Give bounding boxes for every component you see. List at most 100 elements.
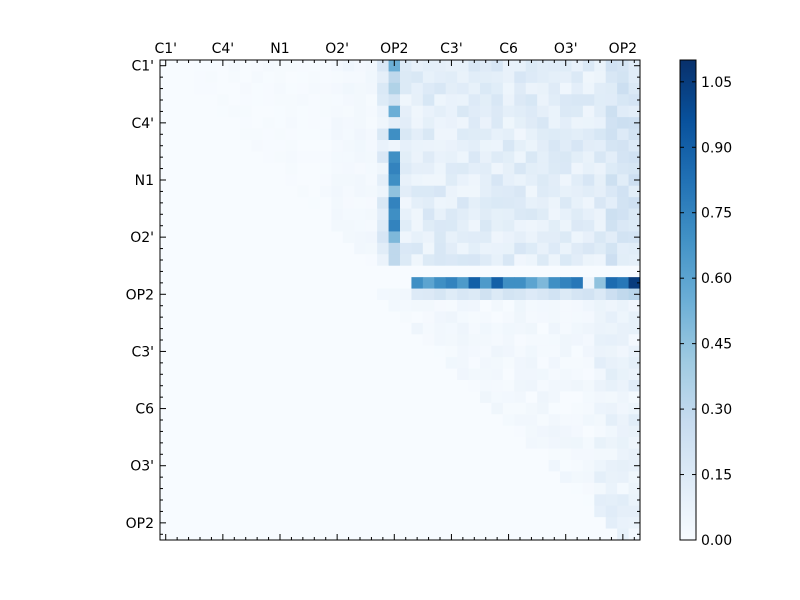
heatmap-cell — [514, 368, 527, 381]
heatmap-cell — [365, 60, 378, 72]
heatmap-cell — [228, 528, 241, 541]
heatmap-cell — [182, 71, 195, 84]
heatmap-cell — [468, 231, 481, 244]
heatmap-cell — [468, 517, 481, 529]
heatmap-cell — [445, 357, 458, 369]
heatmap-cell — [320, 391, 332, 404]
heatmap-cell — [274, 254, 287, 267]
heatmap-cell — [582, 94, 595, 107]
heatmap-cell — [251, 82, 264, 95]
heatmap-cell — [617, 368, 629, 381]
heatmap-cell — [217, 322, 229, 335]
heatmap-cell — [480, 528, 492, 541]
heatmap-cell — [537, 197, 549, 209]
heatmap-cell — [308, 105, 321, 118]
heatmap-cell — [571, 505, 584, 518]
heatmap-cell — [525, 151, 538, 164]
heatmap-cell — [537, 380, 549, 392]
heatmap-cell — [320, 300, 332, 312]
heatmap-cell — [422, 517, 435, 529]
heatmap-cell — [228, 460, 241, 472]
heatmap-cell — [434, 151, 447, 164]
heatmap-cell — [411, 300, 424, 312]
heatmap-cell — [160, 254, 172, 267]
heatmap-cell — [342, 402, 355, 415]
heatmap-cell — [422, 414, 435, 427]
heatmap-cell — [502, 391, 515, 404]
heatmap-cell — [434, 300, 447, 312]
heatmap-cell — [617, 322, 629, 335]
heatmap-cell — [605, 528, 618, 541]
heatmap-cell — [582, 220, 595, 232]
heatmap-cell — [468, 300, 481, 312]
heatmap-cell — [285, 368, 298, 381]
heatmap-cell — [445, 174, 458, 187]
heatmap-cell — [411, 460, 424, 472]
heatmap-cell — [480, 471, 492, 484]
heatmap-cell — [594, 128, 607, 141]
heatmap-cell — [171, 151, 184, 164]
heatmap-cell — [491, 94, 504, 107]
heatmap-cell — [342, 231, 355, 244]
heatmap-cell — [548, 402, 561, 415]
heatmap-cell — [548, 265, 561, 278]
heatmap-cell — [377, 277, 389, 289]
heatmap-cell — [422, 425, 435, 438]
heatmap-cell — [320, 174, 332, 187]
heatmap-cell — [365, 128, 378, 141]
heatmap-cell — [514, 220, 527, 232]
heatmap-cell — [514, 380, 527, 392]
heatmap-cell — [194, 71, 207, 84]
heatmap-cell — [480, 357, 492, 369]
heatmap-cell — [320, 162, 332, 175]
heatmap-cell — [285, 82, 298, 95]
heatmap-cell — [525, 437, 538, 449]
heatmap-cell — [514, 322, 527, 335]
heatmap-cell — [217, 334, 229, 347]
heatmap-cell — [388, 402, 401, 415]
heatmap-cell — [605, 345, 618, 358]
heatmap-cell — [502, 254, 515, 267]
heatmap-cell — [617, 71, 629, 84]
heatmap-cell — [628, 220, 641, 232]
heatmap-cell — [320, 334, 332, 347]
heatmap-cell — [582, 162, 595, 175]
heatmap-cell — [468, 265, 481, 278]
heatmap-cell — [502, 517, 515, 529]
heatmap-cell — [571, 117, 584, 129]
heatmap-cell — [502, 368, 515, 381]
heatmap-cell — [251, 151, 264, 164]
heatmap-cell — [171, 414, 184, 427]
heatmap-cell — [182, 391, 195, 404]
heatmap-cell — [560, 322, 572, 335]
heatmap-cell — [525, 380, 538, 392]
heatmap-cell — [388, 254, 401, 267]
heatmap-cell — [468, 242, 481, 255]
heatmap-cell — [617, 82, 629, 95]
heatmap-cell — [308, 528, 321, 541]
heatmap-cell — [205, 425, 218, 438]
heatmap-cell — [445, 220, 458, 232]
heatmap-cell — [400, 448, 412, 461]
heatmap-cell — [468, 471, 481, 484]
heatmap-cell — [548, 414, 561, 427]
heatmap-cell — [571, 174, 584, 187]
heatmap-cell — [354, 197, 367, 209]
heatmap-cell — [171, 460, 184, 472]
heatmap-cell — [388, 105, 401, 118]
heatmap-cell — [320, 265, 332, 278]
heatmap-cell — [560, 425, 572, 438]
heatmap-cell — [205, 231, 218, 244]
heatmap-cell — [297, 208, 309, 221]
heatmap-cell — [411, 197, 424, 209]
heatmap-cell — [525, 334, 538, 347]
heatmap-cell — [411, 414, 424, 427]
heatmap-cell — [274, 414, 287, 427]
heatmap-cell — [205, 402, 218, 415]
heatmap-cell — [274, 140, 287, 152]
heatmap-cell — [308, 345, 321, 358]
heatmap-cell — [525, 460, 538, 472]
heatmap-cell — [205, 208, 218, 221]
heatmap-cell — [560, 391, 572, 404]
heatmap-cell — [240, 368, 252, 381]
